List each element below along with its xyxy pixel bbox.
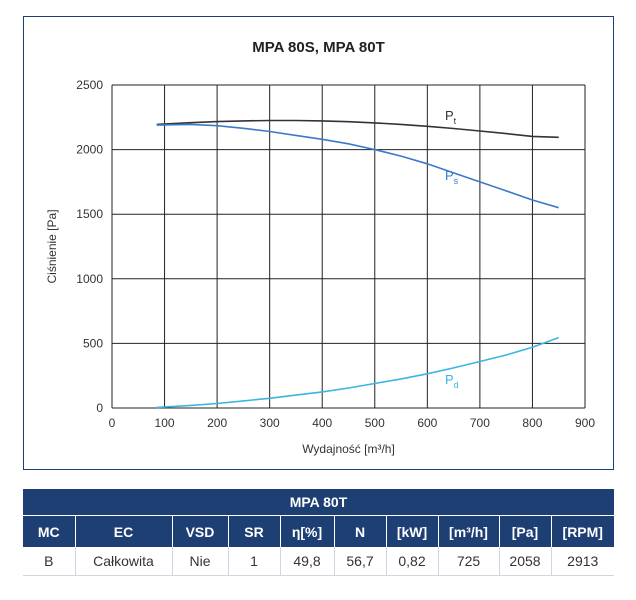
table-row: B Całkowita Nie 1 49,8 56,7 0,82 725 205…: [23, 547, 614, 576]
cell-n: 56,7: [333, 547, 386, 576]
x-tick-label: 300: [260, 416, 280, 430]
table-header-row: MC EC VSD SR η[%] N [kW] [m³/h] [Pa] [RP…: [23, 515, 614, 547]
series-line-pt: [156, 119, 559, 139]
spec-table: MPA 80T MC EC VSD SR η[%] N [kW] [m³/h] …: [23, 489, 614, 576]
x-tick-label: 900: [575, 416, 595, 430]
series-line-pd: [156, 336, 559, 409]
y-axis-label: Ciśnienie [Pa]: [45, 209, 59, 283]
x-tick-label: 0: [109, 416, 116, 430]
series-label-ps: Ps: [445, 168, 459, 186]
x-tick-label: 700: [470, 416, 490, 430]
col-header-ec: EC: [74, 515, 172, 547]
x-tick-label: 600: [417, 416, 437, 430]
series-line-ps: [156, 123, 559, 209]
col-header-mc: MC: [23, 515, 75, 547]
cell-vsd: Nie: [171, 547, 228, 576]
y-tick-label: 1000: [76, 272, 103, 286]
col-header-n: N: [333, 515, 386, 547]
col-header-sr: SR: [227, 515, 280, 547]
x-axis-label: Wydajność [m³/h]: [302, 442, 395, 456]
cell-flow: 725: [437, 547, 499, 576]
x-tick-label: 100: [155, 416, 175, 430]
chart-title: MPA 80S, MPA 80T: [252, 39, 385, 56]
fan-curve-chart: 0 100 200 300 400 500 600 700 800 900 0 500 1000 1500…: [45, 78, 595, 456]
y-tick-label: 1500: [76, 207, 103, 221]
cell-ec: Całkowita: [74, 547, 172, 576]
spec-table-grid: MC EC VSD SR η[%] N [kW] [m³/h] [Pa] [RP…: [23, 515, 614, 576]
series-label-pd: Pd: [445, 372, 459, 390]
cell-kw: 0,82: [385, 547, 438, 576]
col-header-pa: [Pa]: [498, 515, 551, 547]
cell-pa: 2058: [498, 547, 551, 576]
y-tick-label: 0: [96, 401, 103, 415]
col-header-efficiency: η[%]: [279, 515, 334, 547]
x-tick-label: 200: [207, 416, 227, 430]
col-header-vsd: VSD: [171, 515, 228, 547]
cell-efficiency: 49,8: [279, 547, 334, 576]
col-header-rpm: [RPM]: [550, 515, 614, 547]
series-label-pt: Pt: [445, 108, 457, 126]
col-header-kw: [kW]: [385, 515, 438, 547]
x-tick-label: 800: [522, 416, 542, 430]
col-header-flow: [m³/h]: [437, 515, 499, 547]
chart-frame: 0 100 200 300 400 500 600 700 800 900 0 500 1000 1500…: [23, 16, 614, 470]
cell-mc: B: [23, 547, 75, 576]
y-tick-label: 500: [83, 336, 103, 350]
y-tick-label: 2500: [76, 78, 103, 92]
cell-rpm: 2913: [550, 547, 614, 576]
x-tick-label: 400: [312, 416, 332, 430]
table-title: MPA 80T: [23, 489, 614, 515]
x-tick-label: 500: [365, 416, 385, 430]
y-tick-label: 2000: [76, 143, 103, 157]
cell-sr: 1: [227, 547, 280, 576]
